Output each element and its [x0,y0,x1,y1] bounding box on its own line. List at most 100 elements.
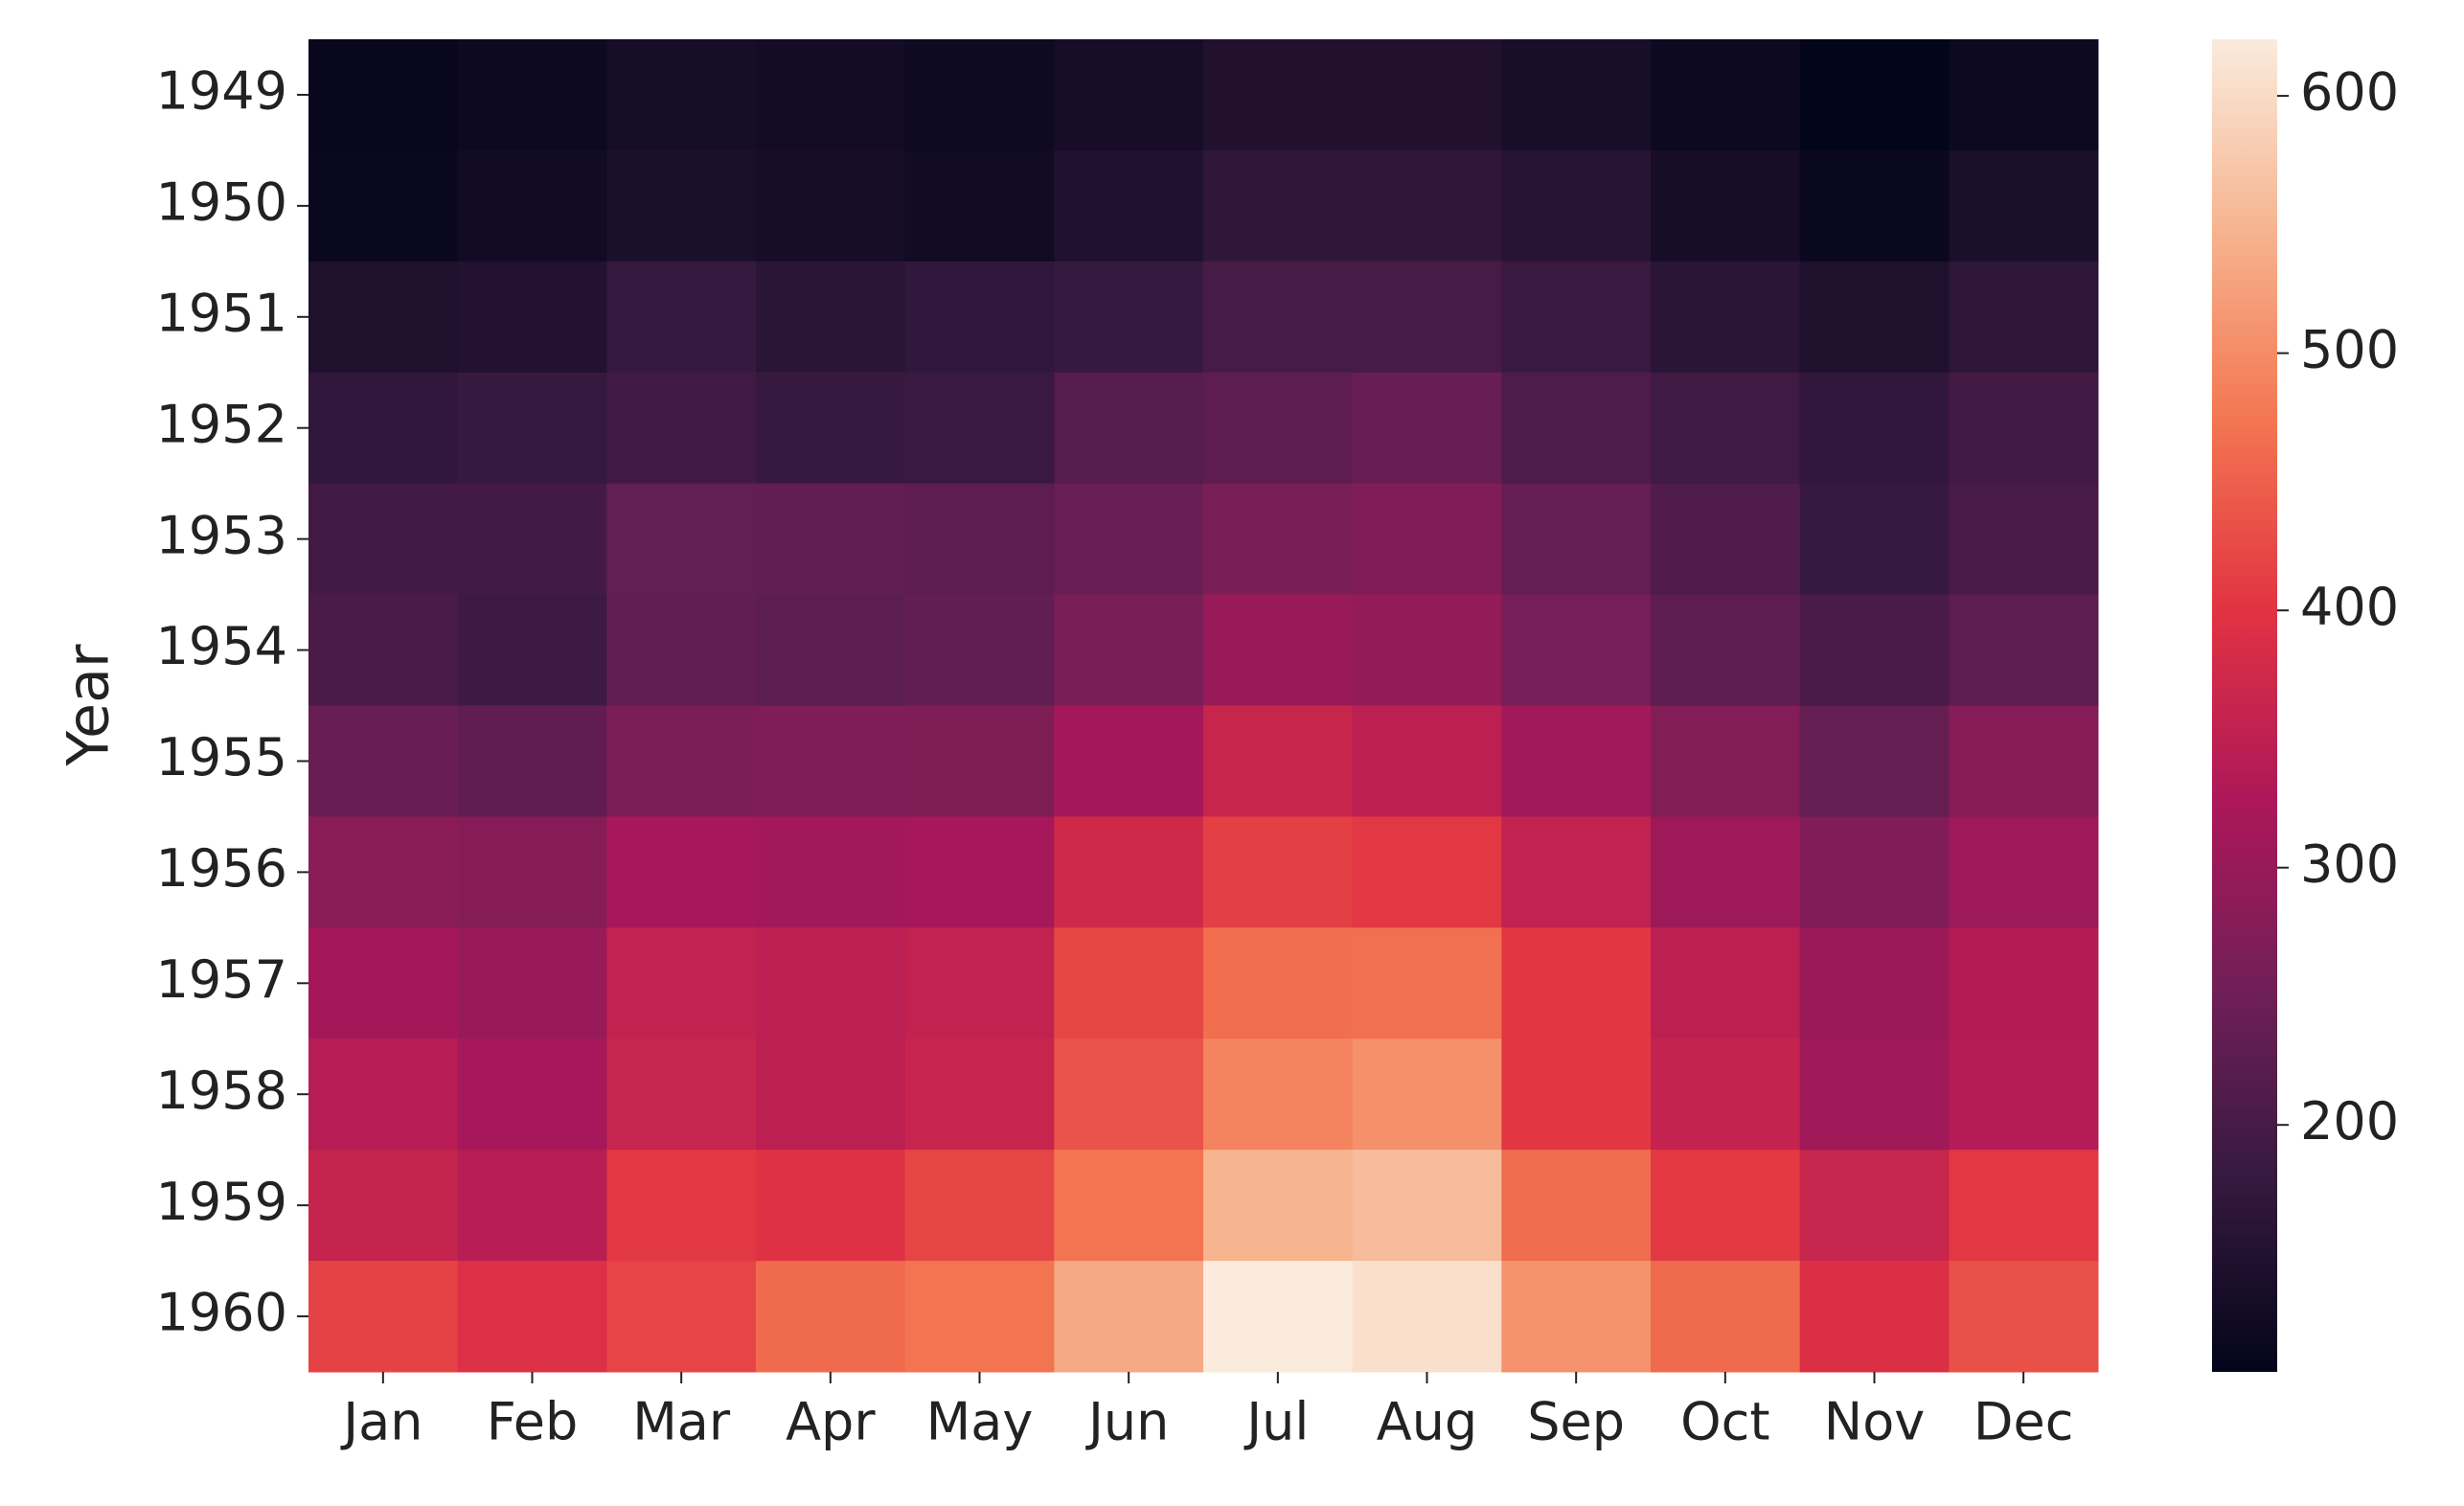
heatmap-cell [1799,1038,1950,1151]
y-tick-label: 1960 [156,1283,287,1343]
heatmap-cell [1054,1038,1204,1151]
heatmap-cell [1352,1150,1502,1262]
heatmap-cell [1054,816,1204,928]
heatmap-cell [606,1038,757,1151]
heatmap-cell [1501,149,1652,262]
heatmap-cell [1054,372,1204,485]
heatmap-cell [756,149,906,262]
y-tick-label: 1958 [156,1061,287,1121]
x-tick-label: Dec [1973,1392,2074,1452]
x-tick-label: May [926,1392,1034,1452]
heatmap-cell [1799,261,1950,374]
heatmap-cell [1799,1261,1950,1373]
x-tick-label: Jan [340,1392,422,1452]
heatmap-cell [904,594,1055,706]
heatmap-cell [904,1261,1055,1373]
heatmap-cell [606,705,757,817]
y-axis-label: Year [56,644,123,766]
heatmap-cell [1799,816,1950,928]
heatmap-cell [308,149,459,262]
heatmap-cell [1054,261,1204,374]
heatmap-cell [606,1261,757,1373]
heatmap-cell [1949,1261,2099,1373]
heatmap-cell [606,1150,757,1262]
heatmap-cell [1949,39,2099,151]
x-tick-label: Nov [1824,1392,1925,1452]
heatmap-cell [457,261,607,374]
heatmap-cell [457,927,607,1039]
colorbar-tick-label: 600 [2300,62,2399,123]
heatmap-cell [308,1150,459,1262]
heatmap-cell [1054,149,1204,262]
heatmap-cell [1799,594,1950,706]
heatmap-cell [606,594,757,706]
heatmap-cell [1054,705,1204,817]
heatmap-cell [1352,705,1502,817]
colorbar-tick-label: 400 [2300,577,2399,637]
x-tick-label: Jul [1243,1392,1309,1452]
colorbar-tick-label: 300 [2300,833,2399,894]
heatmap-cell [1501,1038,1652,1151]
heatmap-cell [1501,1261,1652,1373]
heatmap-cell [1352,1261,1502,1373]
heatmap-cell [1651,705,1801,817]
heatmap-cell [756,705,906,817]
heatmap-cell [756,1261,906,1373]
heatmap-cell [1949,1150,2099,1262]
heatmap-cell [1799,705,1950,817]
heatmap-cell [756,372,906,485]
heatmap-cell [1949,927,2099,1039]
heatmap-cell [308,927,459,1039]
y-tick-label: 1949 [156,61,287,122]
heatmap-cell [1352,816,1502,928]
heatmap-cell [756,816,906,928]
heatmap-cell [1352,927,1502,1039]
heatmap-cell [308,483,459,596]
y-tick-label: 1954 [156,616,287,676]
heatmap-cell [606,816,757,928]
y-tick-label: 1950 [156,172,287,233]
heatmap-cell [1054,1150,1204,1262]
x-tick-label: Oct [1680,1392,1769,1452]
heatmap-cell [1352,39,1502,151]
heatmap-cell [904,1150,1055,1262]
heatmap-cell [457,1038,607,1151]
heatmap-cell [1949,594,2099,706]
heatmap-cell [1651,372,1801,485]
colorbar [2212,39,2277,1372]
heatmap-cell [308,705,459,817]
heatmap-cell [1203,261,1354,374]
heatmap-cell [1203,1150,1354,1262]
heatmap-cell [457,39,607,151]
y-tick-label: 1952 [156,394,287,454]
heatmap-cell [1203,483,1354,596]
heatmap-cell [1054,594,1204,706]
heatmap-cell [1203,927,1354,1039]
heatmap-cell [457,816,607,928]
heatmap-cell [1651,1261,1801,1373]
heatmap-cell [1949,372,2099,485]
heatmap-cell [1352,372,1502,485]
heatmap-cell [1352,1038,1502,1151]
heatmap-cell [457,372,607,485]
heatmap-cell [1203,1038,1354,1151]
heatmap-cell [1352,261,1502,374]
heatmap-cell [457,594,607,706]
heatmap-cell [1501,927,1652,1039]
heatmap-cell [308,261,459,374]
heatmap-cell [904,927,1055,1039]
heatmap-cell [1799,372,1950,485]
heatmap-cell [1651,149,1801,262]
heatmap-cell [1203,1261,1354,1373]
heatmap-cell [606,483,757,596]
heatmap-cell [1651,483,1801,596]
heatmap-cell [1501,705,1652,817]
heatmap-cell [1949,816,2099,928]
x-tick-label: Jun [1085,1392,1169,1452]
heatmap-cell [1203,149,1354,262]
heatmap-cell [308,39,459,151]
heatmap-cell [1651,1150,1801,1262]
heatmap-cell [457,1261,607,1373]
